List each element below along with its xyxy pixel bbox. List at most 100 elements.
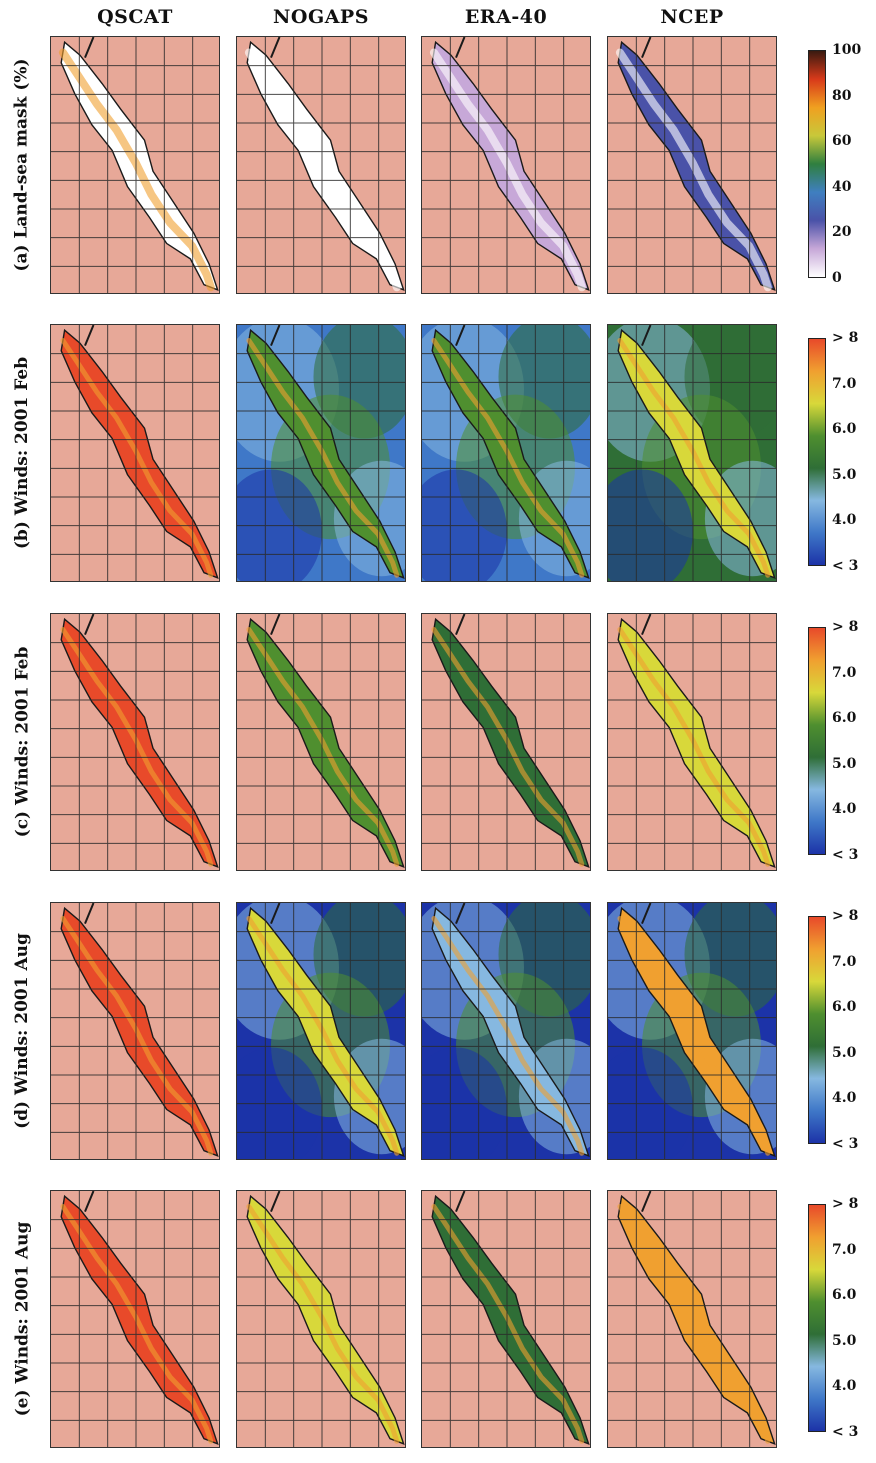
map-panel-ncep-2 xyxy=(607,613,777,871)
colorbar-tick-label: < 3 xyxy=(832,847,859,863)
colorbar-gradient xyxy=(808,1204,826,1432)
gulf-tip xyxy=(641,325,652,347)
row-label-1: (b) Winds: 2001 Feb xyxy=(12,356,33,550)
sea-core xyxy=(431,627,585,867)
colorbar-tick-label: 6.0 xyxy=(832,1287,857,1304)
sea-core xyxy=(431,916,585,1156)
gulf-tip xyxy=(84,37,95,59)
lat-lon-grid xyxy=(422,325,590,581)
map-panel-era-40-0 xyxy=(421,36,591,294)
column-header-era-40: ERA-40 xyxy=(464,6,548,28)
map-panel-qscat-3 xyxy=(50,902,220,1160)
sea-core xyxy=(615,48,772,292)
colorbar-0: 100 80 60 40 20 0 xyxy=(808,42,868,286)
gulf-tip xyxy=(641,614,652,636)
lat-lon-grid xyxy=(237,37,405,293)
lat-lon-grid xyxy=(237,614,405,870)
row-label-4: (e) Winds: 2001 Aug xyxy=(12,1221,33,1417)
colorbar-2: > 8 7.0 6.0 5.0 4.0 < 3 xyxy=(808,619,868,863)
gulf-tip xyxy=(84,1191,95,1213)
lat-lon-grid xyxy=(422,37,590,293)
colorbar-tick-label: 5.0 xyxy=(832,755,857,772)
sea-core xyxy=(60,1204,214,1444)
colorbar-tick-label: < 3 xyxy=(832,558,859,574)
gulf-tip xyxy=(84,614,95,636)
lat-lon-grid xyxy=(422,1191,590,1447)
sea-core xyxy=(246,338,400,578)
colorbar-tick-label: 7.0 xyxy=(832,953,857,970)
gulf-tip xyxy=(270,1191,281,1213)
row-label-3: (d) Winds: 2001 Aug xyxy=(12,933,33,1129)
map-panel-era-40-3 xyxy=(421,902,591,1160)
colorbar-gradient xyxy=(808,916,826,1144)
colorbar-tick-label: 6.0 xyxy=(832,999,857,1016)
lat-lon-grid xyxy=(608,614,776,870)
colorbar-tick-label: < 3 xyxy=(832,1424,859,1440)
sea-core xyxy=(617,338,771,578)
map-panel-nogaps-0 xyxy=(236,36,406,294)
sea-core xyxy=(60,916,214,1156)
map-panel-qscat-0 xyxy=(50,36,220,294)
gulf-tip xyxy=(641,1191,652,1213)
lat-lon-grid xyxy=(237,1191,405,1447)
map-panel-era-40-1 xyxy=(421,324,591,582)
map-panel-nogaps-3 xyxy=(236,902,406,1160)
colorbar-tick-label: 20 xyxy=(832,224,852,241)
gulf-tip xyxy=(641,903,652,925)
sea-core xyxy=(246,1204,400,1444)
colorbar-tick-label: 100 xyxy=(832,42,862,58)
gulf-tip xyxy=(84,325,95,347)
sea-core xyxy=(431,1204,585,1444)
colorbar-tick-label: 0 xyxy=(832,270,842,286)
colorbar-tick-label: 40 xyxy=(832,178,852,195)
map-panel-ncep-4 xyxy=(607,1190,777,1448)
row-label-2: (c) Winds: 2001 Feb xyxy=(12,646,33,838)
map-panel-nogaps-2 xyxy=(236,613,406,871)
colorbar-tick-label: 7.0 xyxy=(832,664,857,681)
colorbar-tick-label: 80 xyxy=(832,87,852,104)
gulf-tip xyxy=(455,1191,466,1213)
gulf-tip xyxy=(270,325,281,347)
lat-lon-grid xyxy=(422,614,590,870)
colorbar-tick-label: > 8 xyxy=(832,619,859,635)
gulf-tip xyxy=(270,37,281,59)
colorbar-tick-label: 5.0 xyxy=(832,1044,857,1061)
colorbar-tick-label: > 8 xyxy=(832,908,859,924)
colorbar-tick-label: < 3 xyxy=(832,1136,859,1152)
sea-core xyxy=(60,338,214,578)
colorbar-tick-label: > 8 xyxy=(832,330,859,346)
lat-lon-grid xyxy=(237,325,405,581)
column-header-qscat: QSCAT xyxy=(97,6,173,28)
colorbar-tick-label: 60 xyxy=(832,133,852,150)
colorbar-tick-label: 6.0 xyxy=(832,710,857,727)
column-header-nogaps: NOGAPS xyxy=(273,6,369,28)
colorbar-tick-label: 7.0 xyxy=(832,375,857,392)
sea-core xyxy=(617,627,771,867)
colorbar-gradient xyxy=(808,627,826,855)
map-panel-nogaps-1 xyxy=(236,324,406,582)
gulf-tip xyxy=(641,37,652,59)
colorbar-tick-label: 7.0 xyxy=(832,1241,857,1258)
lat-lon-grid xyxy=(608,1191,776,1447)
lat-lon-grid xyxy=(51,37,219,293)
colorbar-1: > 8 7.0 6.0 5.0 4.0 < 3 xyxy=(808,330,868,574)
colorbar-tick-label: 4.0 xyxy=(832,1378,857,1395)
gulf-tip xyxy=(455,37,466,59)
colorbar-3: > 8 7.0 6.0 5.0 4.0 < 3 xyxy=(808,908,868,1152)
gulf-tip xyxy=(455,614,466,636)
sea-core xyxy=(58,48,215,292)
lat-lon-grid xyxy=(51,325,219,581)
map-panel-nogaps-4 xyxy=(236,1190,406,1448)
lat-lon-grid xyxy=(237,903,405,1159)
colorbar-tick-label: > 8 xyxy=(832,1196,859,1212)
row-label-0: (a) Land-sea mask (%) xyxy=(12,58,32,272)
sea-core xyxy=(244,48,401,292)
map-panel-qscat-2 xyxy=(50,613,220,871)
map-panel-qscat-4 xyxy=(50,1190,220,1448)
lat-lon-grid xyxy=(51,903,219,1159)
lat-lon-grid xyxy=(51,614,219,870)
sea-core xyxy=(246,916,400,1156)
map-panel-qscat-1 xyxy=(50,324,220,582)
lat-lon-grid xyxy=(608,903,776,1159)
colorbar-tick-label: 4.0 xyxy=(832,801,857,818)
